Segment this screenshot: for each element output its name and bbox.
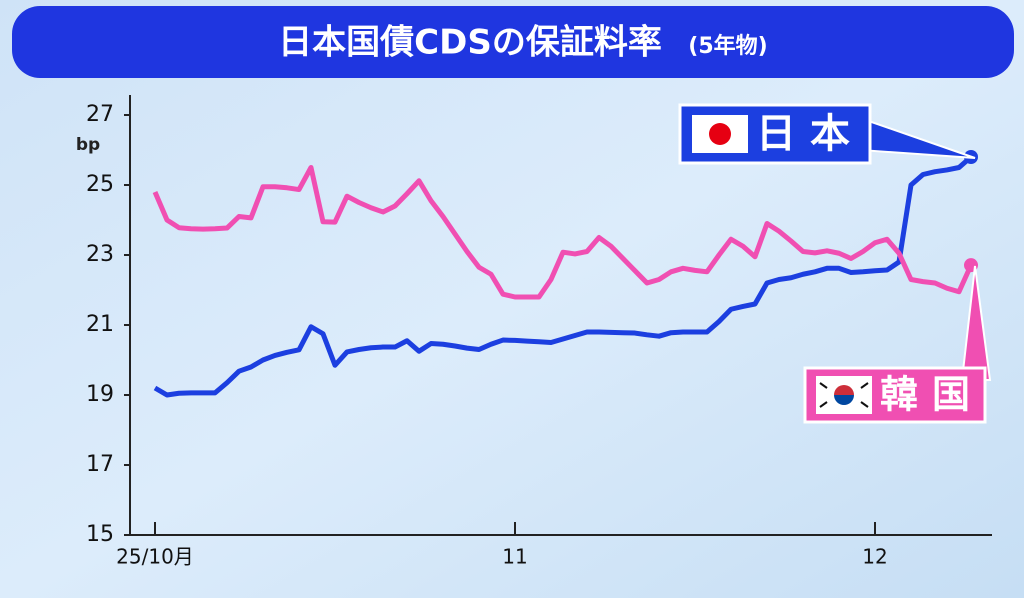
series-line (152, 165, 974, 300)
y-unit: bp (76, 135, 100, 155)
x-tick-label: 12 (862, 545, 887, 569)
y-tick-label: 27 (86, 102, 114, 127)
plot: 15 17 19 21 23 25 27 25/10月 11 12 (86, 102, 978, 569)
flag-japan-disc (709, 123, 731, 145)
y-tick-label: 25 (86, 172, 114, 197)
flag-korea-trigrams (819, 382, 869, 408)
y-tick-label: 15 (86, 522, 114, 547)
series-line (153, 155, 973, 398)
y-tick-label: 19 (86, 382, 114, 407)
legend-label: 日本 (756, 111, 864, 157)
chart-title: 日本国債CDSの保証料率 (278, 23, 662, 63)
flag-korea-red (834, 385, 854, 395)
y-tick-label: 17 (86, 452, 114, 477)
x-tick-label: 25/10月 (116, 545, 194, 569)
x-tick-label: 11 (502, 545, 527, 569)
legend-label: 韓国 (880, 373, 984, 417)
y-tick-label: 21 (86, 312, 114, 337)
chart-subtitle: (5年物) (688, 33, 767, 59)
y-tick-label: 23 (86, 242, 114, 267)
title-banner (12, 6, 1014, 78)
flag-korea-blue (834, 395, 854, 405)
